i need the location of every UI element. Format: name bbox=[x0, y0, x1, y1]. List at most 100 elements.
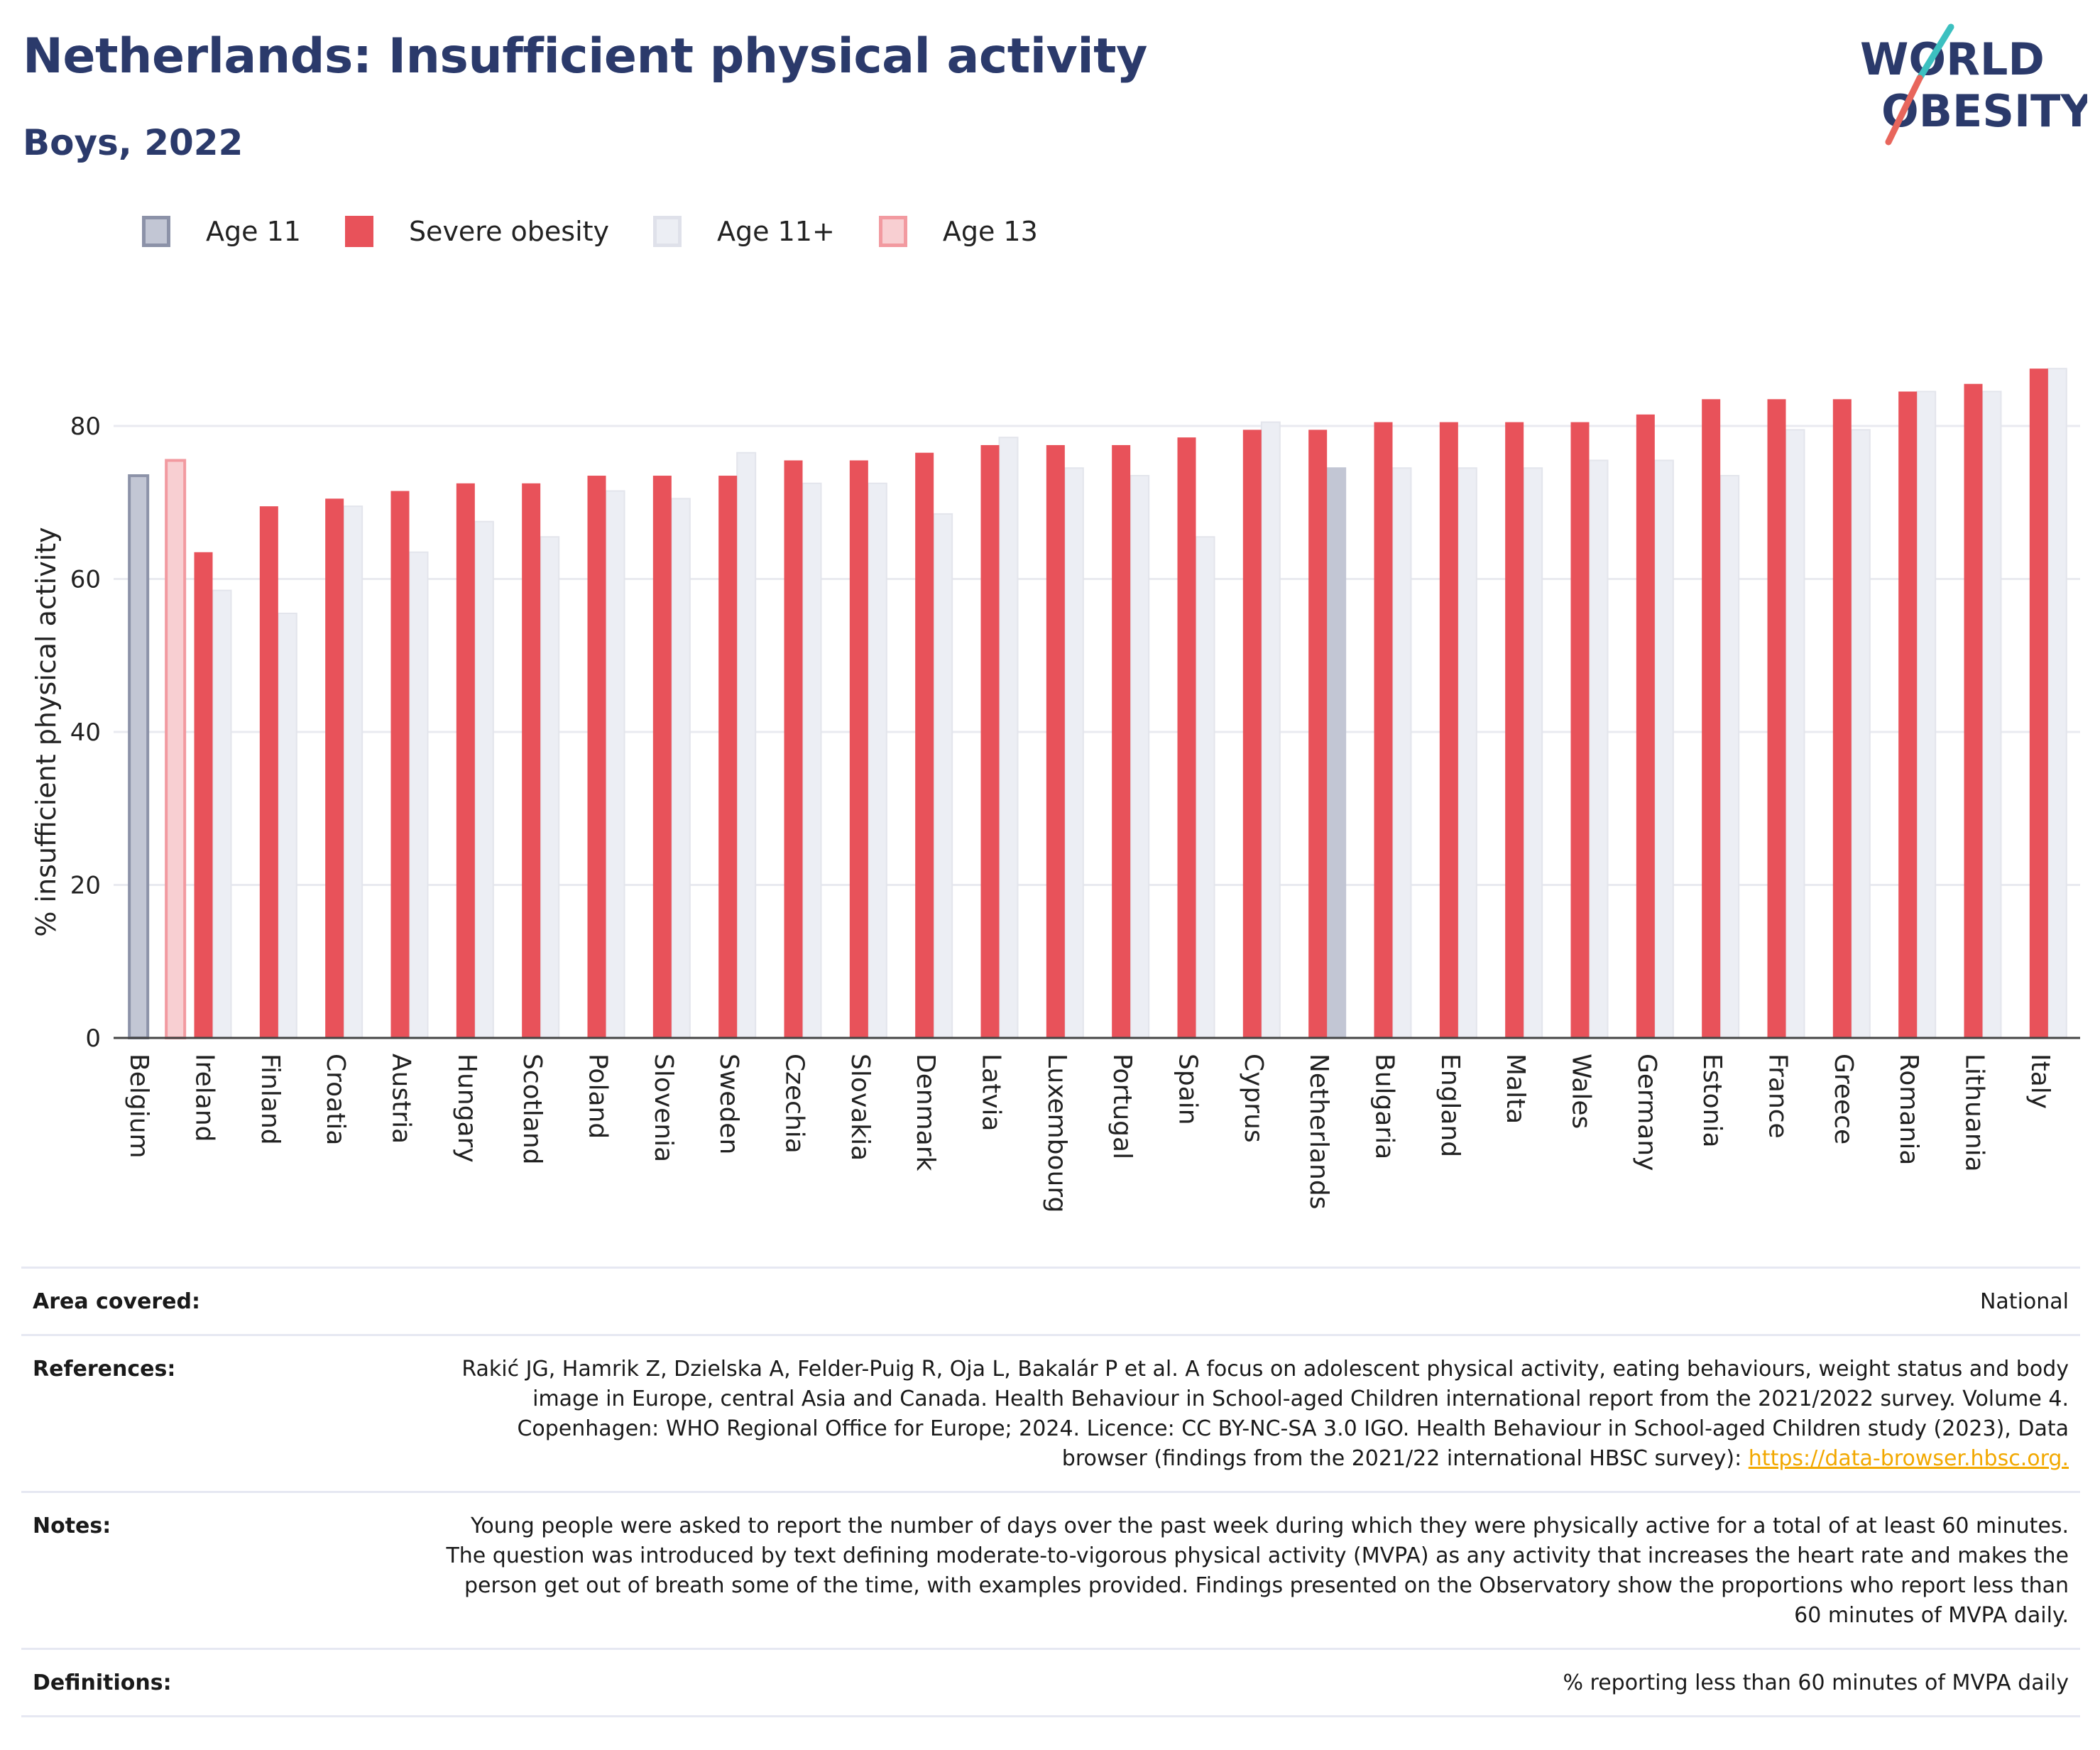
bar-age-11-plus bbox=[2047, 368, 2067, 1039]
x-tick-label: Bulgaria bbox=[1370, 1054, 1399, 1159]
info-key: Definitions: bbox=[33, 1670, 172, 1695]
info-value: Rakić JG, Hamrik Z, Dzielska A, Felder-P… bbox=[436, 1355, 2069, 1474]
logo-line1: WORLD bbox=[1860, 33, 2045, 85]
references-link[interactable]: https://data-browser.hbsc.org. bbox=[1748, 1446, 2069, 1471]
bar-severe-obesity bbox=[325, 498, 344, 1038]
legend-item-age-13[interactable]: Age 13 bbox=[878, 216, 1038, 247]
bar-severe-obesity bbox=[1308, 430, 1328, 1038]
bar-severe-obesity bbox=[2029, 368, 2048, 1038]
bar-severe-obesity bbox=[1242, 430, 1262, 1038]
info-key: References: bbox=[33, 1357, 176, 1382]
x-tick-label: Greece bbox=[1829, 1054, 1858, 1144]
bar-severe-obesity bbox=[1898, 391, 1918, 1038]
logo-line2: OBESITY bbox=[1881, 85, 2087, 137]
bar-severe-obesity bbox=[456, 483, 475, 1038]
bar-severe-obesity bbox=[1505, 422, 1524, 1038]
bar-severe-obesity bbox=[849, 460, 868, 1038]
bar-age-11-plus bbox=[1523, 467, 1543, 1039]
x-tick-label: Sweden bbox=[714, 1054, 743, 1154]
bar-age-13 bbox=[165, 459, 187, 1040]
x-tick-label: Italy bbox=[2025, 1054, 2055, 1109]
x-tick-label: Cyprus bbox=[1239, 1054, 1268, 1143]
bar-severe-obesity bbox=[1832, 399, 1852, 1038]
bar-age-11-plus bbox=[1063, 467, 1084, 1039]
bar-age-11-plus bbox=[933, 513, 953, 1039]
x-tick-label: Spain bbox=[1174, 1054, 1203, 1125]
info-row-area: Area covered: National bbox=[21, 1267, 2080, 1334]
logo-slash-teal bbox=[1916, 23, 1954, 82]
legend-label: Age 13 bbox=[942, 216, 1038, 247]
legend-item-severe-obesity[interactable]: Severe obesity bbox=[344, 216, 610, 247]
info-row-notes: Notes: Young people were asked to report… bbox=[21, 1491, 2080, 1648]
y-axis-label: % insufficient physical activity bbox=[31, 527, 62, 936]
bar-age-11-plus bbox=[1391, 467, 1412, 1039]
x-tick-label: Scotland bbox=[518, 1054, 547, 1165]
bar-age-11-plus bbox=[540, 536, 560, 1039]
bar-chart: 0 20 40 60 80 % insufficient physical activit… bbox=[31, 368, 2080, 1213]
bar-severe-obesity bbox=[194, 552, 213, 1038]
bar-severe-obesity bbox=[1702, 399, 1721, 1038]
x-tick-label: Latvia bbox=[977, 1054, 1006, 1132]
bar-severe-obesity bbox=[259, 506, 278, 1038]
x-tick-label: England bbox=[1435, 1054, 1465, 1157]
chart-subtitle: Boys, 2022 bbox=[23, 122, 244, 163]
bar-severe-obesity bbox=[652, 476, 672, 1038]
bar-severe-obesity bbox=[1636, 414, 1655, 1038]
x-tick-label: Estonia bbox=[1697, 1054, 1727, 1148]
bar-age-11-plus bbox=[867, 482, 887, 1039]
info-value: % reporting less than 60 minutes of MVPA… bbox=[1563, 1670, 2069, 1695]
references-text: Rakić JG, Hamrik Z, Dzielska A, Felder-P… bbox=[461, 1357, 2069, 1471]
x-tick-label: Wales bbox=[1567, 1054, 1596, 1129]
x-tick-label: Ireland bbox=[190, 1054, 219, 1142]
x-tick-label: Hungary bbox=[452, 1054, 481, 1163]
world-obesity-logo: WORLD OBESITY bbox=[1860, 23, 2087, 146]
bar-severe-obesity bbox=[390, 491, 410, 1038]
x-tick-label: Austria bbox=[387, 1054, 416, 1144]
y-tick-label: 80 bbox=[70, 412, 101, 441]
bar-severe-obesity bbox=[915, 452, 934, 1038]
bar-age-11-plus bbox=[343, 505, 363, 1039]
info-value: Young people were asked to report the nu… bbox=[446, 1514, 2069, 1628]
legend-item-age-11[interactable]: Age 11 bbox=[142, 216, 301, 247]
bar-age-11-plus bbox=[1981, 390, 2002, 1039]
bar-severe-obesity bbox=[1374, 422, 1393, 1038]
bar-severe-obesity bbox=[522, 483, 541, 1038]
bar-age-11 bbox=[128, 474, 150, 1040]
bar-age-11-plus bbox=[1653, 459, 1674, 1039]
bar-age-11-plus bbox=[670, 498, 691, 1039]
legend-label: Severe obesity bbox=[408, 216, 610, 247]
x-tick-label: Slovenia bbox=[649, 1054, 678, 1162]
bar-age-11-plus bbox=[1588, 459, 1609, 1039]
bar-severe-obesity bbox=[718, 476, 738, 1038]
x-tick-label: Netherlands bbox=[1304, 1054, 1333, 1209]
x-tick-label: Malta bbox=[1501, 1054, 1530, 1124]
x-tick-label: Portugal bbox=[1108, 1054, 1137, 1159]
legend-label: Age 11 bbox=[206, 216, 301, 247]
bar-severe-obesity bbox=[1964, 383, 1983, 1038]
bar-severe-obesity bbox=[784, 460, 803, 1038]
legend-swatch-age-11 bbox=[142, 216, 170, 247]
bar-severe-obesity bbox=[1177, 437, 1196, 1038]
bar-severe-obesity bbox=[1570, 422, 1590, 1038]
x-tick-label: Croatia bbox=[321, 1054, 350, 1145]
y-tick-label: 0 bbox=[85, 1024, 101, 1053]
x-tick-label: Romania bbox=[1894, 1054, 1923, 1165]
legend-item-age-11-plus[interactable]: Age 11+ bbox=[653, 216, 835, 247]
legend-swatch-age-13 bbox=[878, 216, 907, 247]
bar-age-11-plus bbox=[1850, 429, 1871, 1039]
bar-age-11-plus bbox=[1130, 475, 1150, 1039]
info-row-references: References: Rakić JG, Hamrik Z, Dzielska… bbox=[21, 1334, 2080, 1491]
bar-age-11-plus bbox=[802, 482, 822, 1039]
y-tick-label: 20 bbox=[70, 872, 101, 900]
bar-age-11-plus bbox=[408, 551, 429, 1039]
x-tick-label: Germany bbox=[1632, 1054, 1661, 1171]
bar-age-11-plus bbox=[605, 490, 625, 1039]
chart-title: Netherlands: Insufficient physical activ… bbox=[23, 28, 1147, 84]
info-key: Notes: bbox=[33, 1514, 111, 1538]
y-tick-label: 60 bbox=[70, 566, 101, 594]
bar-age-11-plus bbox=[1195, 536, 1215, 1039]
x-tick-label: Luxembourg bbox=[1042, 1054, 1071, 1213]
legend-swatch-severe-obesity bbox=[344, 216, 373, 247]
x-tick-label: Belgium bbox=[124, 1054, 153, 1159]
bar-severe-obesity bbox=[1112, 444, 1131, 1038]
